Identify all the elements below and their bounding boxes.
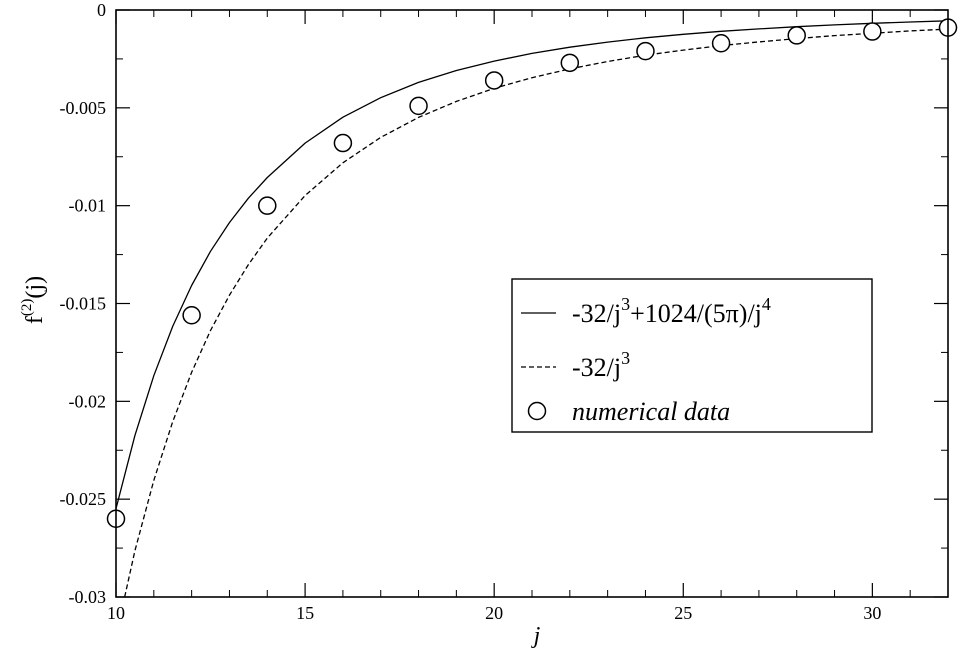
legend: -32/j3+1024/(5π)/j4 -32/j3 numerical data — [511, 278, 873, 433]
legend-box — [511, 278, 873, 433]
data-point — [484, 71, 504, 90]
y-axis-label-suffix: (j) — [22, 276, 48, 299]
y-tick-label: -0.02 — [69, 391, 107, 411]
legend-label: numerical data — [572, 397, 730, 426]
y-axis-label-base: f — [22, 316, 48, 324]
plot-frame — [115, 9, 949, 598]
x-tick-label: 20 — [485, 603, 503, 623]
y-tick-label: -0.005 — [60, 98, 107, 118]
legend-label: -32/j3 — [572, 348, 630, 382]
y-tick-label: -0.03 — [69, 587, 107, 607]
y-tick-label: 0 — [97, 0, 106, 20]
data-point — [636, 41, 655, 61]
x-tick-label: 10 — [107, 603, 125, 623]
data-point — [409, 96, 428, 116]
data-point — [333, 133, 353, 153]
y-axis-label: f(2)(j) — [19, 276, 48, 324]
data-point — [182, 305, 201, 325]
series-line-dashed — [123, 28, 948, 597]
x-tick-label: 25 — [674, 603, 692, 623]
y-tick-label: -0.01 — [69, 196, 107, 216]
y-axis-label-superscript: (2) — [19, 299, 35, 317]
data-point — [787, 26, 806, 45]
legend-marker — [527, 401, 547, 421]
x-axis-label: j — [531, 623, 541, 649]
y-tick-label: -0.015 — [60, 294, 107, 314]
data-point — [560, 53, 580, 73]
x-tick-label: 15 — [296, 603, 314, 623]
data-point — [258, 196, 277, 215]
data-point — [711, 34, 731, 53]
legend-label: -32/j3+1024/(5π)/j4 — [572, 294, 771, 328]
y-tick-label: -0.025 — [60, 489, 107, 509]
data-point — [863, 22, 882, 41]
series-line-solid — [116, 20, 948, 509]
x-tick-label: 30 — [863, 603, 881, 623]
